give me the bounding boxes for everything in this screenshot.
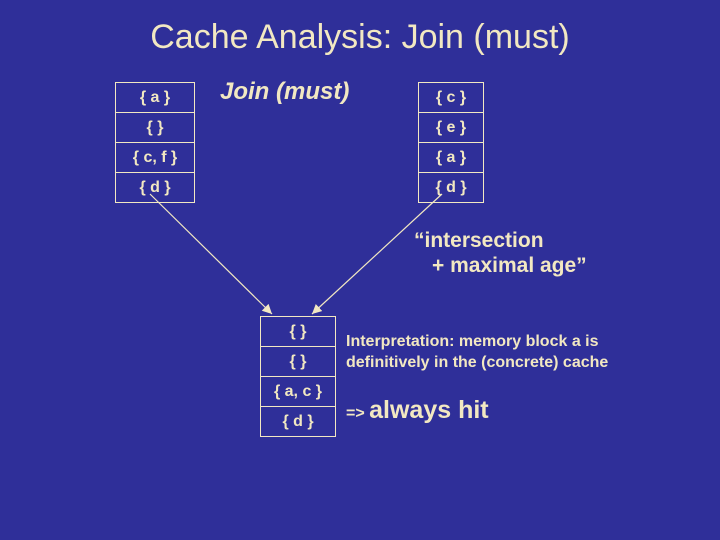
join-subtitle: Join (must) xyxy=(220,78,349,106)
right-cache-row-3: { d } xyxy=(419,173,484,203)
always-hit-main: always hit xyxy=(369,396,489,424)
intersection-quote-line1: “intersection xyxy=(414,228,587,253)
left-cache-row-1: { } xyxy=(116,113,195,143)
right-cache-state-table: { c } { e } { a } { d } xyxy=(418,82,484,203)
result-cache-row-0: { } xyxy=(261,317,336,347)
intersection-quote-line2: + maximal age” xyxy=(414,253,587,278)
result-cache-state-table: { } { } { a, c } { d } xyxy=(260,316,336,437)
result-cache-row-3: { d } xyxy=(261,407,336,437)
left-cache-row-3: { d } xyxy=(116,173,195,203)
arrow-left-to-result xyxy=(150,194,272,314)
right-cache-row-2: { a } xyxy=(419,143,484,173)
always-hit-prefix: => xyxy=(346,405,369,422)
slide-title: Cache Analysis: Join (must) xyxy=(0,18,720,57)
right-cache-row-1: { e } xyxy=(419,113,484,143)
interpretation-text: Interpretation: memory block a is defini… xyxy=(346,331,608,373)
left-cache-row-0: { a } xyxy=(116,83,195,113)
intersection-quote: “intersection + maximal age” xyxy=(414,228,587,278)
result-cache-row-1: { } xyxy=(261,347,336,377)
interpretation-line1: Interpretation: memory block a is xyxy=(346,331,608,352)
left-cache-state-table: { a } { } { c, f } { d } xyxy=(115,82,195,203)
left-cache-row-2: { c, f } xyxy=(116,143,195,173)
interpretation-line2: definitively in the (concrete) cache xyxy=(346,352,608,373)
join-arrows xyxy=(0,0,720,540)
right-cache-row-0: { c } xyxy=(419,83,484,113)
result-cache-row-2: { a, c } xyxy=(261,377,336,407)
always-hit-text: => always hit xyxy=(346,396,489,425)
